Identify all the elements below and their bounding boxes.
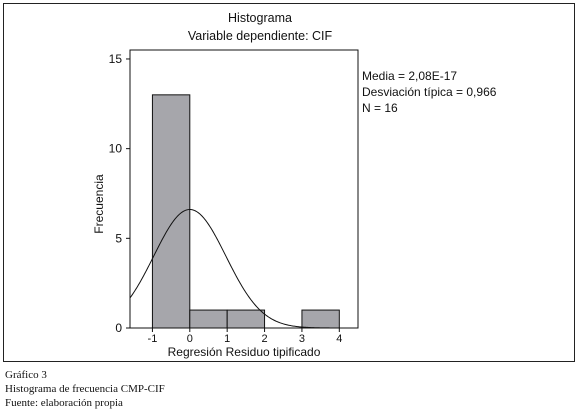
x-tick-label-4: 3 (299, 333, 305, 345)
stats-sd: Desviación típica = 0,966 (362, 85, 497, 99)
y-tick-label-3: 15 (109, 52, 123, 66)
y-tick-label-1: 5 (115, 231, 122, 245)
y-tick-label-2: 10 (109, 142, 123, 156)
histogram-bar-2 (226, 309, 266, 329)
chart-title: Histograma (228, 11, 292, 25)
caption-figure-number: Gráfico 3 (5, 369, 47, 381)
histogram-bar-3 (301, 309, 340, 329)
plot-area (129, 49, 359, 329)
x-tick-label-2: 1 (224, 333, 230, 345)
chart-subtitle: Variable dependiente: CIF (187, 29, 333, 43)
y-axis-label: Frecuencia (92, 174, 106, 234)
caption-title: Histograma de frecuencia CMP-CIF (5, 383, 165, 395)
figure-frame (3, 3, 575, 362)
x-tick-label-1: 0 (187, 333, 193, 345)
stats-n: N = 16 (362, 101, 398, 115)
x-tick-label-3: 2 (261, 333, 267, 345)
x-tick-label-0: -1 (148, 333, 158, 345)
stats-mean: Media = 2,08E-17 (362, 69, 458, 83)
y-tick-label-0: 0 (115, 321, 122, 335)
histogram-bar-1 (189, 309, 228, 329)
x-tick-label-5: 4 (336, 333, 342, 345)
caption-source: Fuente: elaboración propia (5, 397, 123, 409)
x-axis-label: Regresión Residuo tipificado (168, 345, 321, 359)
